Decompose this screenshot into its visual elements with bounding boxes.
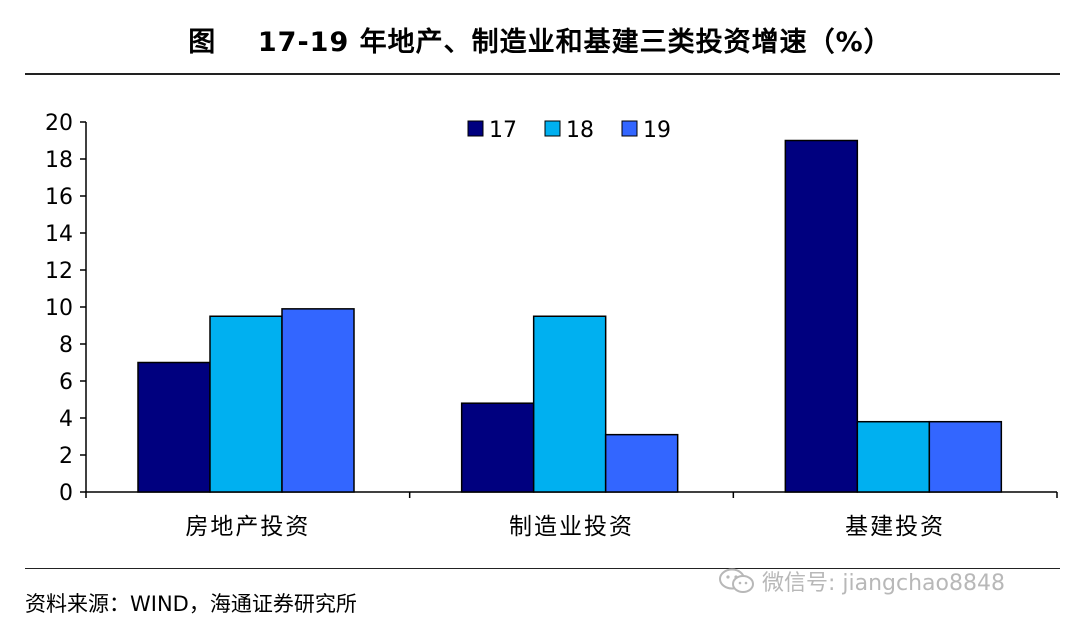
bar-chart: 0 2 4 6 8 10 12 14 16 18 20 房地产投资 制造业投资 基建投资 17 18 19 [45,111,1058,540]
legend-swatch-18 [544,120,561,137]
bar-19-0 [281,308,355,493]
y-tick-label: 14 [45,222,73,247]
bar-17-1 [460,402,535,493]
title-bar: 图 17-19 年地产、制造业和基建三类投资增速（%） [0,0,1080,72]
page-title: 图 17-19 年地产、制造业和基建三类投资增速（%） [188,27,892,58]
y-tick-label: 20 [45,111,73,136]
legend-label-18: 18 [566,118,594,143]
y-tick-label: 4 [59,407,73,432]
y-tick-label: 10 [45,296,73,321]
legend-swatch-19 [621,120,638,137]
wechat-icon [719,568,754,593]
x-axis: 房地产投资 制造业投资 基建投资 [85,491,1058,540]
bar-18-0 [209,315,283,493]
bar-18-2 [856,420,931,493]
legend-label-19: 19 [643,118,671,143]
y-tick-label: 18 [45,148,73,173]
watermark-text: 微信号: jiangchao8848 [762,571,1005,596]
bar-19-1 [604,433,679,493]
y-tick-label: 0 [59,481,73,506]
watermark: 微信号: jiangchao8848 [718,565,1005,597]
bar-17-2 [784,139,859,493]
source-note: 资料来源：WIND，海通证券研究所 [25,592,357,616]
y-axis: 0 2 4 6 8 10 12 14 16 18 20 [45,111,87,506]
legend-swatch-17 [467,120,484,137]
bar-18-1 [532,315,607,493]
y-tick-label: 16 [45,185,73,210]
title-divider [25,73,1060,75]
x-category-label: 房地产投资 [185,514,310,540]
x-category-label: 制造业投资 [509,514,634,540]
y-tick-label: 6 [59,370,73,395]
x-category-label: 基建投资 [845,514,945,540]
y-tick-label: 2 [59,444,73,469]
bars [137,139,1003,493]
y-tick-label: 12 [45,259,73,284]
y-tick-label: 8 [59,333,73,358]
bar-19-2 [928,420,1003,493]
legend-label-17: 17 [489,118,517,143]
footer-divider [25,568,1060,569]
bar-17-0 [137,361,211,493]
legend: 17 18 19 [467,118,671,143]
